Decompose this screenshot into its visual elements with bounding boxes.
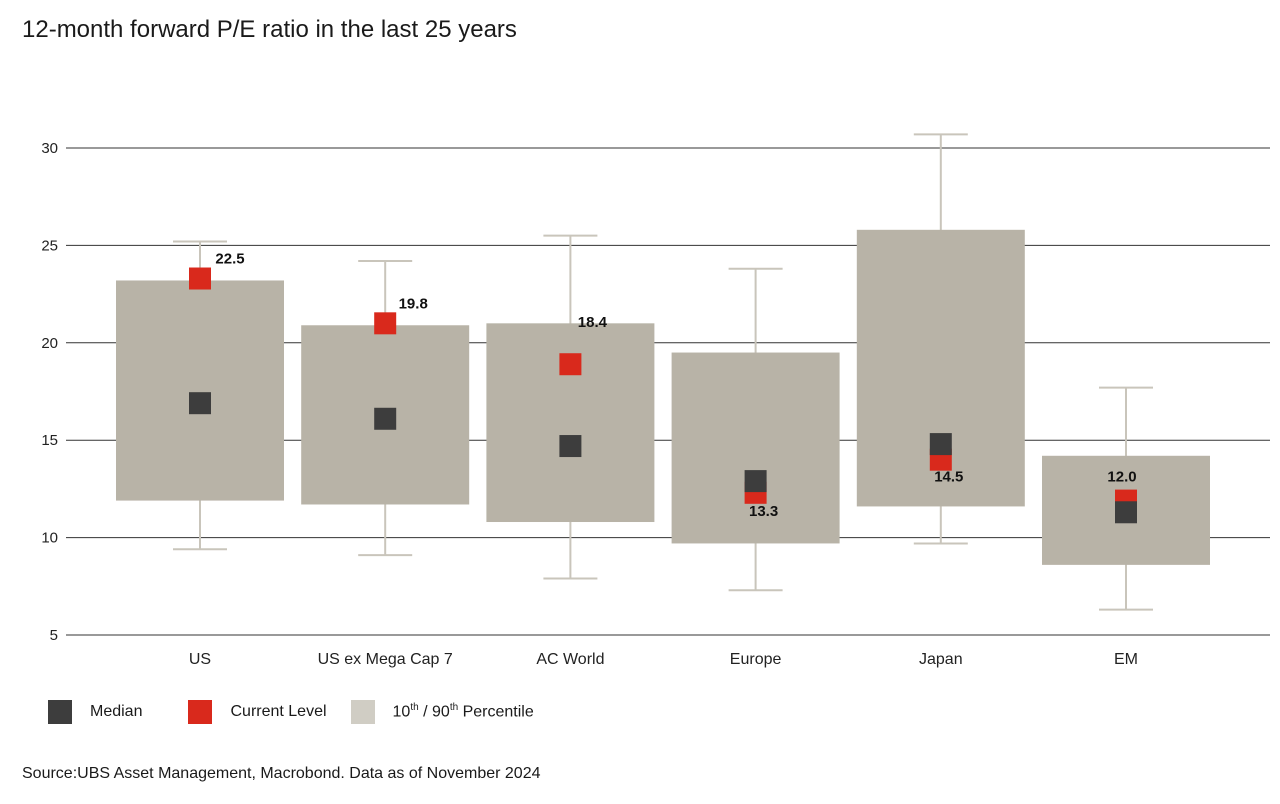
current-level-label: 12.0 bbox=[1107, 469, 1136, 486]
source-note: Source:UBS Asset Management, Macrobond. … bbox=[22, 765, 541, 782]
legend-percentile-label: 10th / 90th Percentile bbox=[392, 702, 534, 721]
y-tick-label: 25 bbox=[41, 237, 58, 254]
y-tick-label: 30 bbox=[41, 140, 58, 157]
current-level-marker bbox=[374, 312, 397, 335]
category-label: EM bbox=[1114, 651, 1138, 668]
current-level-label: 19.8 bbox=[399, 295, 428, 312]
current-level-label: 22.5 bbox=[215, 251, 244, 268]
current-level-marker bbox=[189, 267, 211, 290]
median-marker bbox=[744, 470, 767, 493]
y-tick-label: 10 bbox=[41, 530, 58, 547]
current-level-label: 13.3 bbox=[749, 503, 778, 520]
legend-percentile: 10th / 90th Percentile bbox=[350, 700, 534, 724]
percentile-box bbox=[116, 280, 284, 501]
chart-title: 12-month forward P/E ratio in the last 2… bbox=[22, 16, 517, 43]
y-tick-label: 20 bbox=[41, 335, 58, 352]
median-marker bbox=[559, 435, 582, 458]
current-level-label: 18.4 bbox=[578, 314, 608, 331]
current-level-marker bbox=[559, 353, 582, 376]
percentile-box bbox=[486, 323, 655, 523]
y-tick-label: 5 bbox=[50, 627, 58, 644]
y-tick-label: 15 bbox=[41, 432, 58, 449]
category-label: US bbox=[189, 651, 211, 668]
legend-current: Current Level bbox=[188, 700, 327, 724]
category-label: Europe bbox=[730, 651, 782, 668]
category-label: US ex Mega Cap 7 bbox=[318, 651, 453, 668]
legend-current-label: Current Level bbox=[230, 703, 327, 720]
median-marker bbox=[374, 407, 397, 430]
category-label: Japan bbox=[919, 651, 963, 668]
category-label: AC World bbox=[536, 651, 604, 668]
median-marker bbox=[929, 433, 952, 456]
legend-median-swatch bbox=[48, 700, 72, 724]
median-marker bbox=[189, 392, 211, 415]
legend-median: Median bbox=[48, 700, 142, 724]
current-level-label: 14.5 bbox=[934, 469, 963, 486]
legend-current-swatch bbox=[188, 700, 213, 724]
legend-median-label: Median bbox=[90, 703, 143, 720]
percentile-box bbox=[671, 352, 840, 544]
legend-percentile-swatch bbox=[350, 700, 375, 724]
median-marker bbox=[1115, 501, 1137, 524]
legend: Median Current Level 10th / 90th Percent… bbox=[48, 700, 558, 724]
